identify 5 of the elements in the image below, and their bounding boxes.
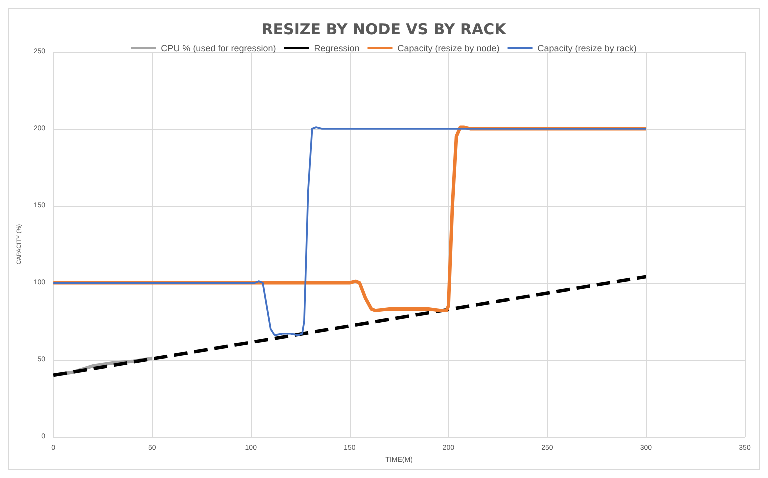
chart-title: RESIZE BY NODE VS BY RACK	[262, 20, 508, 38]
legend-label: Capacity (resize by rack)	[538, 44, 637, 54]
legend-label: Regression	[314, 44, 360, 54]
legend-label: CPU % (used for regression)	[161, 44, 276, 54]
legend-label: Capacity (resize by node)	[398, 44, 500, 54]
